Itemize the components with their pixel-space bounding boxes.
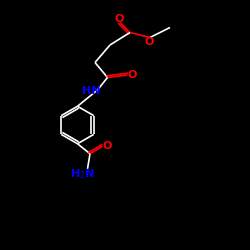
Text: O: O [127,70,137,80]
Text: H$_2$N: H$_2$N [70,167,95,181]
Text: O: O [144,37,154,47]
Text: O: O [102,141,112,151]
Text: O: O [114,14,124,24]
Text: HN: HN [82,86,100,96]
